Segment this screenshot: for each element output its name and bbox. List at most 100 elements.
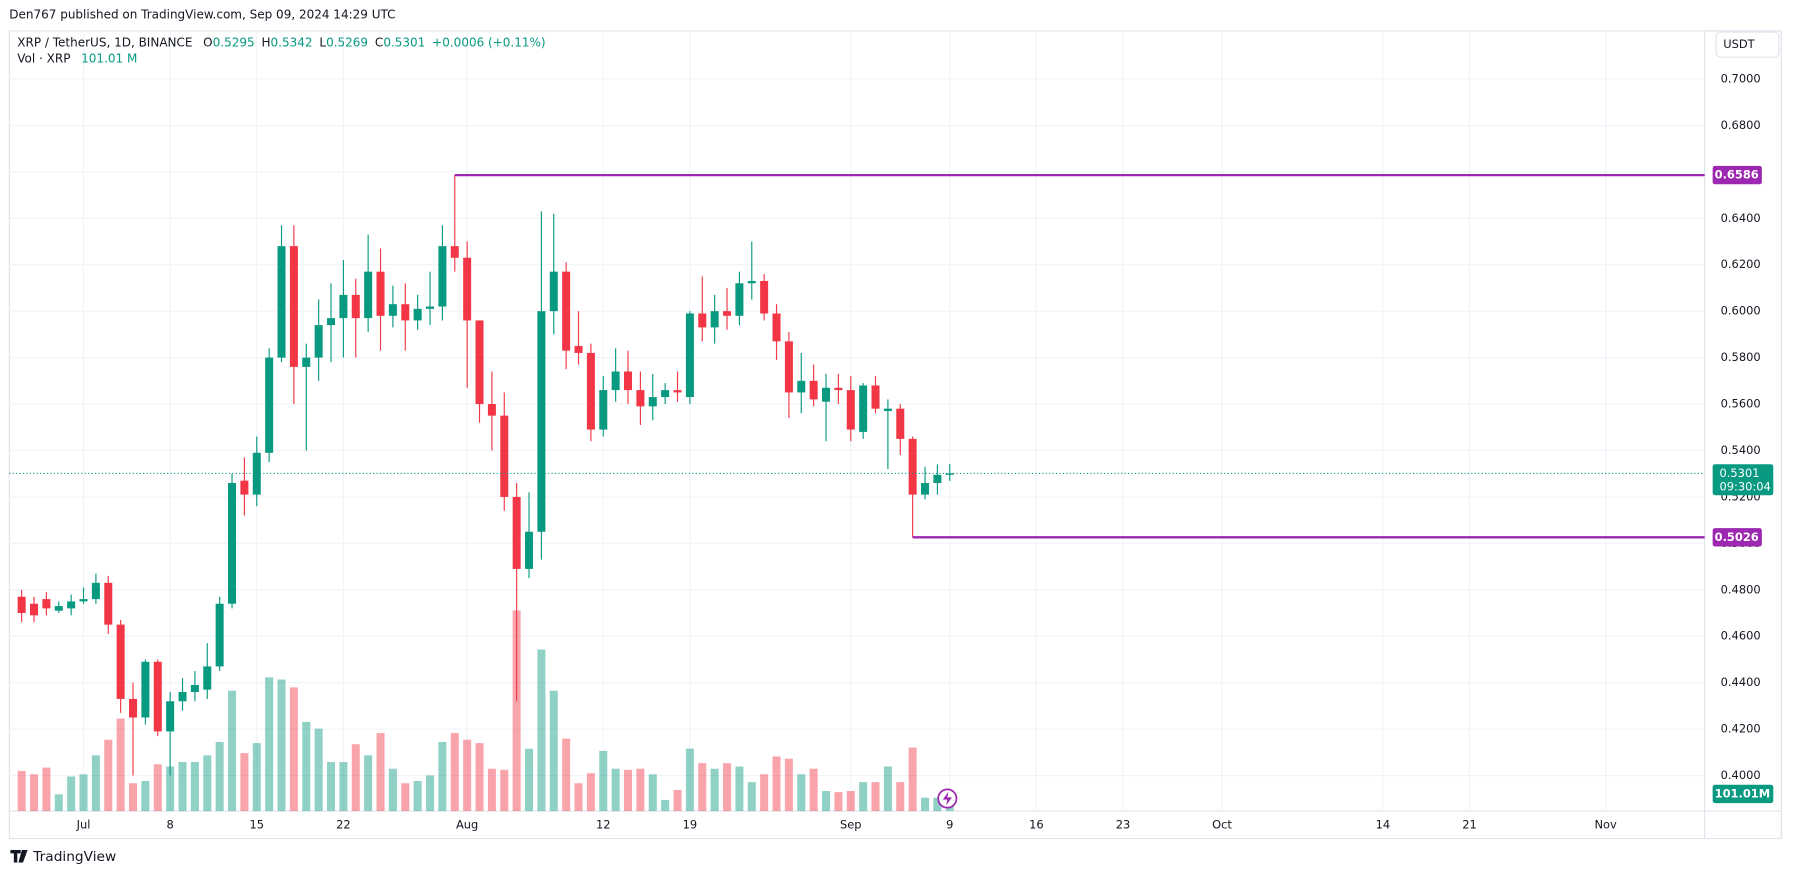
candle-body xyxy=(203,666,212,690)
currency-button[interactable] xyxy=(1715,31,1780,58)
legend-value: 0.5295 xyxy=(213,35,255,49)
legend-key: L xyxy=(319,35,326,49)
volume-bar xyxy=(896,782,905,812)
volume-bar xyxy=(265,677,274,812)
volume-bar xyxy=(252,743,261,812)
volume-bar xyxy=(624,769,633,812)
x-tick-label: 22 xyxy=(336,817,351,831)
y-tick-label: 0.6800 xyxy=(1721,118,1761,132)
volume-bar xyxy=(327,762,336,812)
volume-bar xyxy=(698,763,707,812)
volume-bar xyxy=(104,739,113,812)
volume-bar xyxy=(413,780,422,812)
candle-body xyxy=(166,701,175,732)
candle-body xyxy=(797,380,806,393)
volume-bar xyxy=(549,690,558,812)
candle-body xyxy=(463,257,472,321)
volume-bar xyxy=(30,774,39,812)
volume-bar xyxy=(450,733,459,812)
candle-body xyxy=(624,371,633,391)
candle-body xyxy=(190,684,199,692)
countdown-label: 09:30:04 xyxy=(1720,480,1771,494)
x-tick-label: 23 xyxy=(1116,817,1131,831)
candle-body xyxy=(834,387,843,391)
y-tick-label: 0.4200 xyxy=(1721,722,1761,736)
candle-body xyxy=(30,603,39,616)
volume-bar xyxy=(190,762,199,812)
volume-bar xyxy=(339,762,348,812)
y-tick-label: 0.5600 xyxy=(1721,397,1761,411)
x-tick-label: 19 xyxy=(683,817,698,831)
volume-bar xyxy=(871,782,880,812)
volume-bar xyxy=(908,747,917,812)
volume-bar xyxy=(685,748,694,812)
candle-body xyxy=(351,294,360,319)
volume-bar xyxy=(228,690,237,812)
x-tick-label: 16 xyxy=(1029,817,1044,831)
x-tick-label: 14 xyxy=(1376,817,1391,831)
candle-body xyxy=(921,482,930,495)
candle-body xyxy=(401,304,410,321)
legend-key: H xyxy=(261,35,270,49)
legend-line: XRP / TetherUS, 1D, BINANCE O0.5295 H0.53… xyxy=(17,35,545,49)
currency-label[interactable]: USDT xyxy=(1723,37,1755,51)
last-price-label: 0.5301 xyxy=(1720,466,1760,480)
legend-value: 0.5269 xyxy=(326,35,368,49)
volume-bar xyxy=(376,733,385,812)
y-tick-label: 0.6400 xyxy=(1721,211,1761,225)
candle-body xyxy=(871,385,880,409)
candle-body xyxy=(240,480,249,495)
volume-bar xyxy=(141,780,150,812)
volume-bar xyxy=(562,738,571,812)
candle-body xyxy=(500,415,509,497)
volume-bar xyxy=(723,763,732,812)
volume-bar xyxy=(586,773,595,812)
candle-body xyxy=(327,318,336,326)
candle-body xyxy=(896,408,905,439)
volume-bar xyxy=(822,791,831,812)
volume-bar xyxy=(846,791,855,812)
volume-bar xyxy=(475,743,484,812)
y-tick-label: 0.4600 xyxy=(1721,629,1761,643)
volume-bar xyxy=(772,756,781,812)
last-price-bg xyxy=(1712,464,1774,496)
candle-body xyxy=(599,390,608,430)
volume-bar xyxy=(203,755,212,812)
volume-legend: Vol · XRP 101.01 M xyxy=(17,51,137,65)
candle-body xyxy=(945,473,954,475)
volume-bar xyxy=(351,744,360,812)
volume-bar xyxy=(599,750,608,812)
candle-body xyxy=(562,271,571,351)
candle-body xyxy=(79,599,88,602)
volume-bar xyxy=(438,741,447,812)
volume-value-label: 101.01M xyxy=(1715,786,1770,800)
candle-body xyxy=(512,496,521,569)
brand-logo xyxy=(10,849,28,863)
volume-bar xyxy=(91,755,100,812)
volume-bar xyxy=(760,774,769,812)
level-label-bg xyxy=(1712,165,1762,185)
candle-body xyxy=(735,283,744,316)
level-label: 0.6586 xyxy=(1715,168,1759,182)
legend-key: O xyxy=(203,35,212,49)
x-tick-label: 15 xyxy=(249,817,264,831)
volume-bar xyxy=(574,783,583,812)
volume-bar xyxy=(611,768,620,812)
candle-body xyxy=(388,304,397,316)
volume-bar xyxy=(314,728,323,812)
y-tick-label: 0.4000 xyxy=(1721,768,1761,782)
candle-body xyxy=(933,474,942,483)
volume-bar xyxy=(933,797,942,812)
volume-bar xyxy=(178,762,187,812)
alert-bolt xyxy=(942,791,952,806)
volume-bar xyxy=(426,775,435,812)
candle-body xyxy=(413,308,422,321)
volume-bar xyxy=(883,766,892,812)
candle-body xyxy=(883,408,892,411)
volume-bar xyxy=(215,741,224,812)
candle-body xyxy=(698,313,707,328)
y-tick-label: 0.6200 xyxy=(1721,257,1761,271)
candle-body xyxy=(846,390,855,430)
x-tick-label: Sep xyxy=(840,817,862,831)
